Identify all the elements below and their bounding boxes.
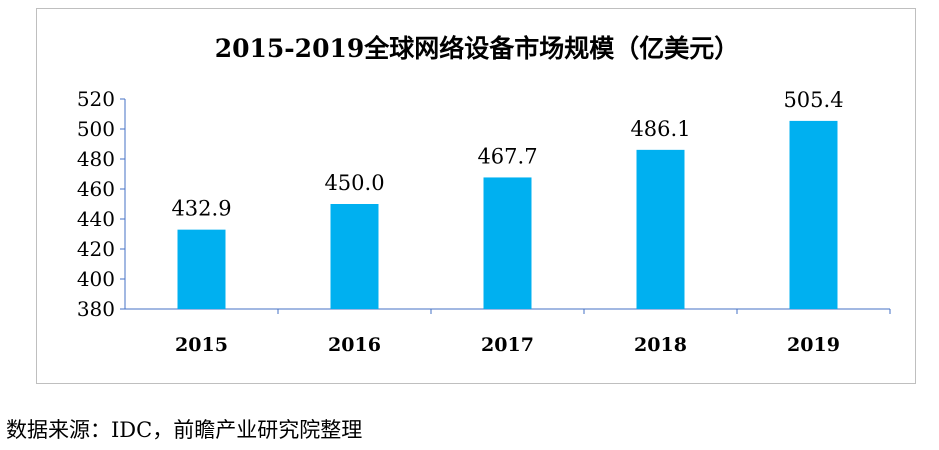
y-tick-label: 520 [77, 87, 115, 111]
data-label: 505.4 [783, 88, 843, 112]
bar [636, 149, 685, 309]
x-tick-label: 2019 [787, 334, 840, 356]
bar [330, 204, 379, 309]
y-tick-label: 440 [77, 207, 115, 231]
y-tick-label: 420 [77, 237, 115, 261]
y-tick-label: 460 [77, 177, 115, 201]
chart-frame: 2015-2019全球网络设备市场规模（亿美元） 380 400 420 440 460… [36, 8, 916, 384]
source-note: 数据来源：IDC，前瞻产业研究院整理 [6, 418, 363, 442]
bar [177, 229, 226, 309]
chart-title: 2015-2019全球网络设备市场规模（亿美元） [214, 34, 740, 63]
x-tick-label: 2016 [328, 334, 381, 356]
data-label: 432.9 [171, 197, 231, 221]
y-tick-label: 480 [77, 147, 115, 171]
bar [483, 177, 532, 309]
data-label: 450.0 [324, 171, 384, 195]
y-tick-label: 400 [77, 267, 115, 291]
x-tick-label: 2017 [481, 334, 534, 356]
x-tick-label: 2018 [634, 334, 687, 356]
x-tick-label: 2015 [175, 334, 228, 356]
y-tick-label: 380 [77, 297, 115, 321]
y-tick-label: 500 [77, 117, 115, 141]
bar-chart: 380 400 420 440 460 480 500 520 432.9 2015 450.0 20… [77, 87, 891, 356]
data-label: 467.7 [477, 144, 537, 168]
bar [789, 120, 838, 310]
data-label: 486.1 [630, 117, 690, 141]
